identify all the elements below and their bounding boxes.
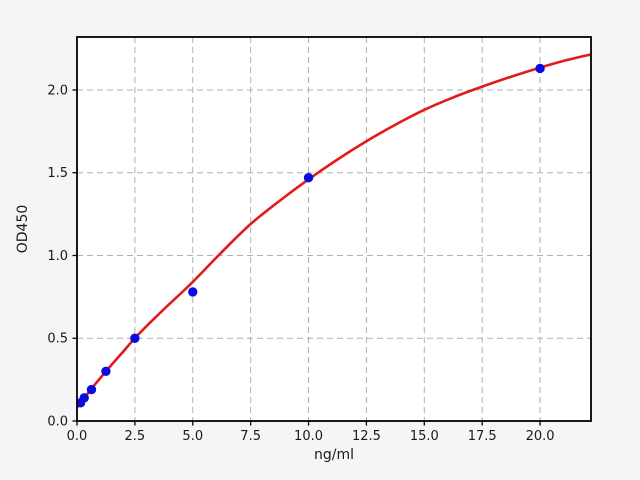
data-point <box>303 172 314 183</box>
fit-curve <box>77 53 591 410</box>
y-tick-label: 0.5 <box>47 332 68 347</box>
data-point <box>79 393 89 403</box>
data-point <box>86 384 97 395</box>
grid-lines <box>76 37 591 422</box>
x-tick-label: 12.5 <box>352 429 381 444</box>
tick-marks <box>72 89 541 426</box>
y-tick-label: 2.0 <box>47 83 68 98</box>
x-axis-label: ng/ml <box>314 447 354 463</box>
y-tick-label: 0.0 <box>47 415 68 430</box>
y-tick-label: 1.0 <box>47 249 68 264</box>
x-tick-label: 2.5 <box>125 429 146 444</box>
plot-area <box>77 37 591 421</box>
x-tick-label: 10.0 <box>294 429 323 444</box>
x-tick-label: 5.0 <box>182 429 203 444</box>
x-tick-label: 15.0 <box>410 429 439 444</box>
y-tick-labels: 0.0 0.5 1.0 1.5 2.0 <box>47 83 68 429</box>
x-tick-label: 17.5 <box>468 429 497 444</box>
x-tick-label: 0.0 <box>67 429 88 444</box>
data-point <box>535 63 545 74</box>
data-points <box>77 63 545 408</box>
data-point <box>188 287 198 297</box>
x-tick-labels: 0.0 2.5 5.0 7.5 10.0 12.5 15.0 17.5 20.0 <box>67 429 555 444</box>
y-tick-label: 1.5 <box>47 166 68 181</box>
axes-border <box>76 36 592 422</box>
data-point <box>101 366 111 377</box>
x-tick-label: 20.0 <box>526 429 555 444</box>
x-tick-label: 7.5 <box>240 429 261 444</box>
data-point <box>130 333 140 343</box>
y-axis-label: OD450 <box>15 205 31 254</box>
